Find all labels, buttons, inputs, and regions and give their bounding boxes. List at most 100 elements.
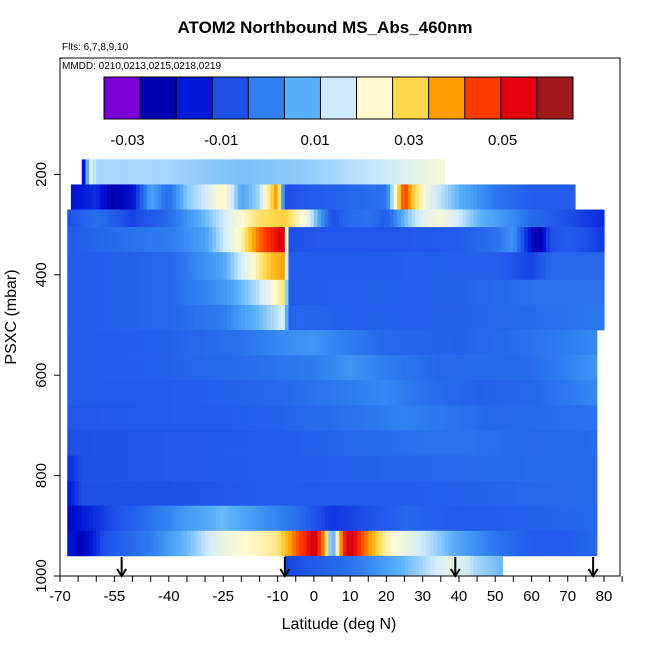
heatmap-cell bbox=[484, 430, 489, 456]
heatmap-cell bbox=[542, 330, 547, 356]
heatmap-cell bbox=[564, 530, 569, 557]
heatmap-cell bbox=[353, 405, 358, 431]
heatmap-cell bbox=[549, 304, 554, 331]
heatmap-cell bbox=[462, 480, 467, 507]
heatmap-cell bbox=[585, 380, 591, 406]
heatmap-cell bbox=[288, 355, 293, 381]
heatmap-cell bbox=[433, 380, 438, 406]
heatmap-cell bbox=[288, 430, 293, 456]
heatmap-cell bbox=[255, 304, 261, 331]
heatmap-cell bbox=[81, 279, 86, 306]
heatmap-cell bbox=[266, 355, 271, 381]
heatmap-cell bbox=[74, 380, 79, 406]
heatmap-cell bbox=[230, 380, 235, 406]
heatmap-cell bbox=[183, 430, 188, 456]
heatmap-cell bbox=[125, 430, 130, 456]
heatmap-cell bbox=[448, 304, 453, 331]
heatmap-cell bbox=[139, 505, 145, 532]
heatmap-cell bbox=[74, 252, 79, 281]
colorbar-swatch bbox=[176, 77, 213, 119]
heatmap-cell bbox=[353, 279, 358, 306]
heatmap-cell bbox=[596, 209, 601, 228]
heatmap-cell bbox=[70, 355, 76, 381]
heatmap-cell bbox=[128, 227, 134, 253]
heatmap-cell bbox=[535, 184, 540, 210]
heatmap-cell bbox=[99, 252, 105, 281]
heatmap-cell bbox=[121, 184, 126, 210]
heatmap-cell bbox=[542, 279, 547, 306]
heatmap-cell bbox=[292, 380, 297, 406]
heatmap-cell bbox=[118, 380, 123, 406]
heatmap-cell bbox=[310, 555, 315, 576]
heatmap-cell bbox=[281, 227, 286, 253]
heatmap-cell bbox=[408, 555, 413, 576]
heatmap-cell bbox=[408, 530, 413, 557]
heatmap-cell bbox=[593, 455, 598, 481]
heatmap-cell bbox=[484, 304, 489, 331]
heatmap-cell bbox=[535, 252, 540, 281]
heatmap-cell bbox=[335, 227, 340, 253]
heatmap-cell bbox=[208, 227, 213, 253]
heatmap-cell bbox=[411, 330, 417, 356]
heatmap-cell bbox=[455, 304, 460, 331]
heatmap-cell bbox=[310, 355, 315, 381]
heatmap-cell bbox=[273, 184, 279, 210]
heatmap-cell bbox=[114, 159, 119, 185]
heatmap-cell bbox=[408, 252, 413, 281]
heatmap-cell bbox=[223, 530, 228, 557]
heatmap-cell bbox=[553, 355, 558, 381]
heatmap-cell bbox=[110, 159, 115, 185]
heatmap-cell bbox=[226, 355, 232, 381]
heatmap-cell bbox=[205, 279, 210, 306]
heatmap-cell bbox=[157, 279, 163, 306]
heatmap-cell bbox=[469, 252, 475, 281]
heatmap-cell bbox=[364, 184, 369, 210]
heatmap-cell bbox=[118, 304, 123, 331]
heatmap-cell bbox=[404, 430, 409, 456]
heatmap-cell bbox=[302, 430, 308, 456]
heatmap-cell bbox=[165, 159, 170, 185]
heatmap-cell bbox=[433, 227, 438, 253]
heatmap-cell bbox=[506, 304, 511, 331]
heatmap-cell bbox=[85, 430, 90, 456]
heatmap-cell bbox=[440, 405, 446, 431]
heatmap-cell bbox=[564, 279, 569, 306]
heatmap-cell bbox=[353, 505, 358, 532]
heatmap-cell bbox=[578, 227, 583, 253]
heatmap-cell bbox=[125, 159, 130, 185]
heatmap-cell bbox=[190, 209, 195, 228]
heatmap-cell bbox=[506, 252, 511, 281]
heatmap-cell bbox=[502, 184, 507, 210]
heatmap-cell bbox=[107, 184, 112, 210]
heatmap-cell bbox=[255, 252, 261, 281]
heatmap-cell bbox=[495, 430, 500, 456]
heatmap-cell bbox=[176, 530, 181, 557]
heatmap-cell bbox=[67, 304, 72, 331]
heatmap-cell bbox=[571, 252, 576, 281]
heatmap-cell bbox=[67, 279, 72, 306]
heatmap-cell bbox=[509, 430, 514, 456]
heatmap-cell bbox=[212, 227, 217, 253]
heatmap-cell bbox=[273, 480, 279, 507]
heatmap-cell bbox=[585, 355, 591, 381]
heatmap-cell bbox=[426, 355, 431, 381]
heatmap-cell bbox=[386, 405, 391, 431]
heatmap-cell bbox=[302, 505, 308, 532]
x-tick-label: 70 bbox=[559, 588, 576, 605]
heatmap-cell bbox=[574, 480, 580, 507]
heatmap-cell bbox=[469, 304, 475, 331]
heatmap-cell bbox=[339, 380, 344, 406]
heatmap-cell bbox=[143, 430, 148, 456]
heatmap-cell bbox=[509, 227, 514, 253]
heatmap-cell bbox=[103, 380, 108, 406]
heatmap-cell bbox=[324, 279, 329, 306]
heatmap-cell bbox=[375, 430, 380, 456]
heatmap-cell bbox=[455, 209, 460, 228]
heatmap-cell bbox=[495, 330, 500, 356]
heatmap-cell bbox=[361, 455, 366, 481]
heatmap-cell bbox=[538, 405, 543, 431]
heatmap-cell bbox=[444, 455, 449, 481]
y-tick-label: 400 bbox=[33, 262, 50, 287]
heatmap-cell bbox=[324, 480, 329, 507]
heatmap-cell bbox=[386, 304, 391, 331]
